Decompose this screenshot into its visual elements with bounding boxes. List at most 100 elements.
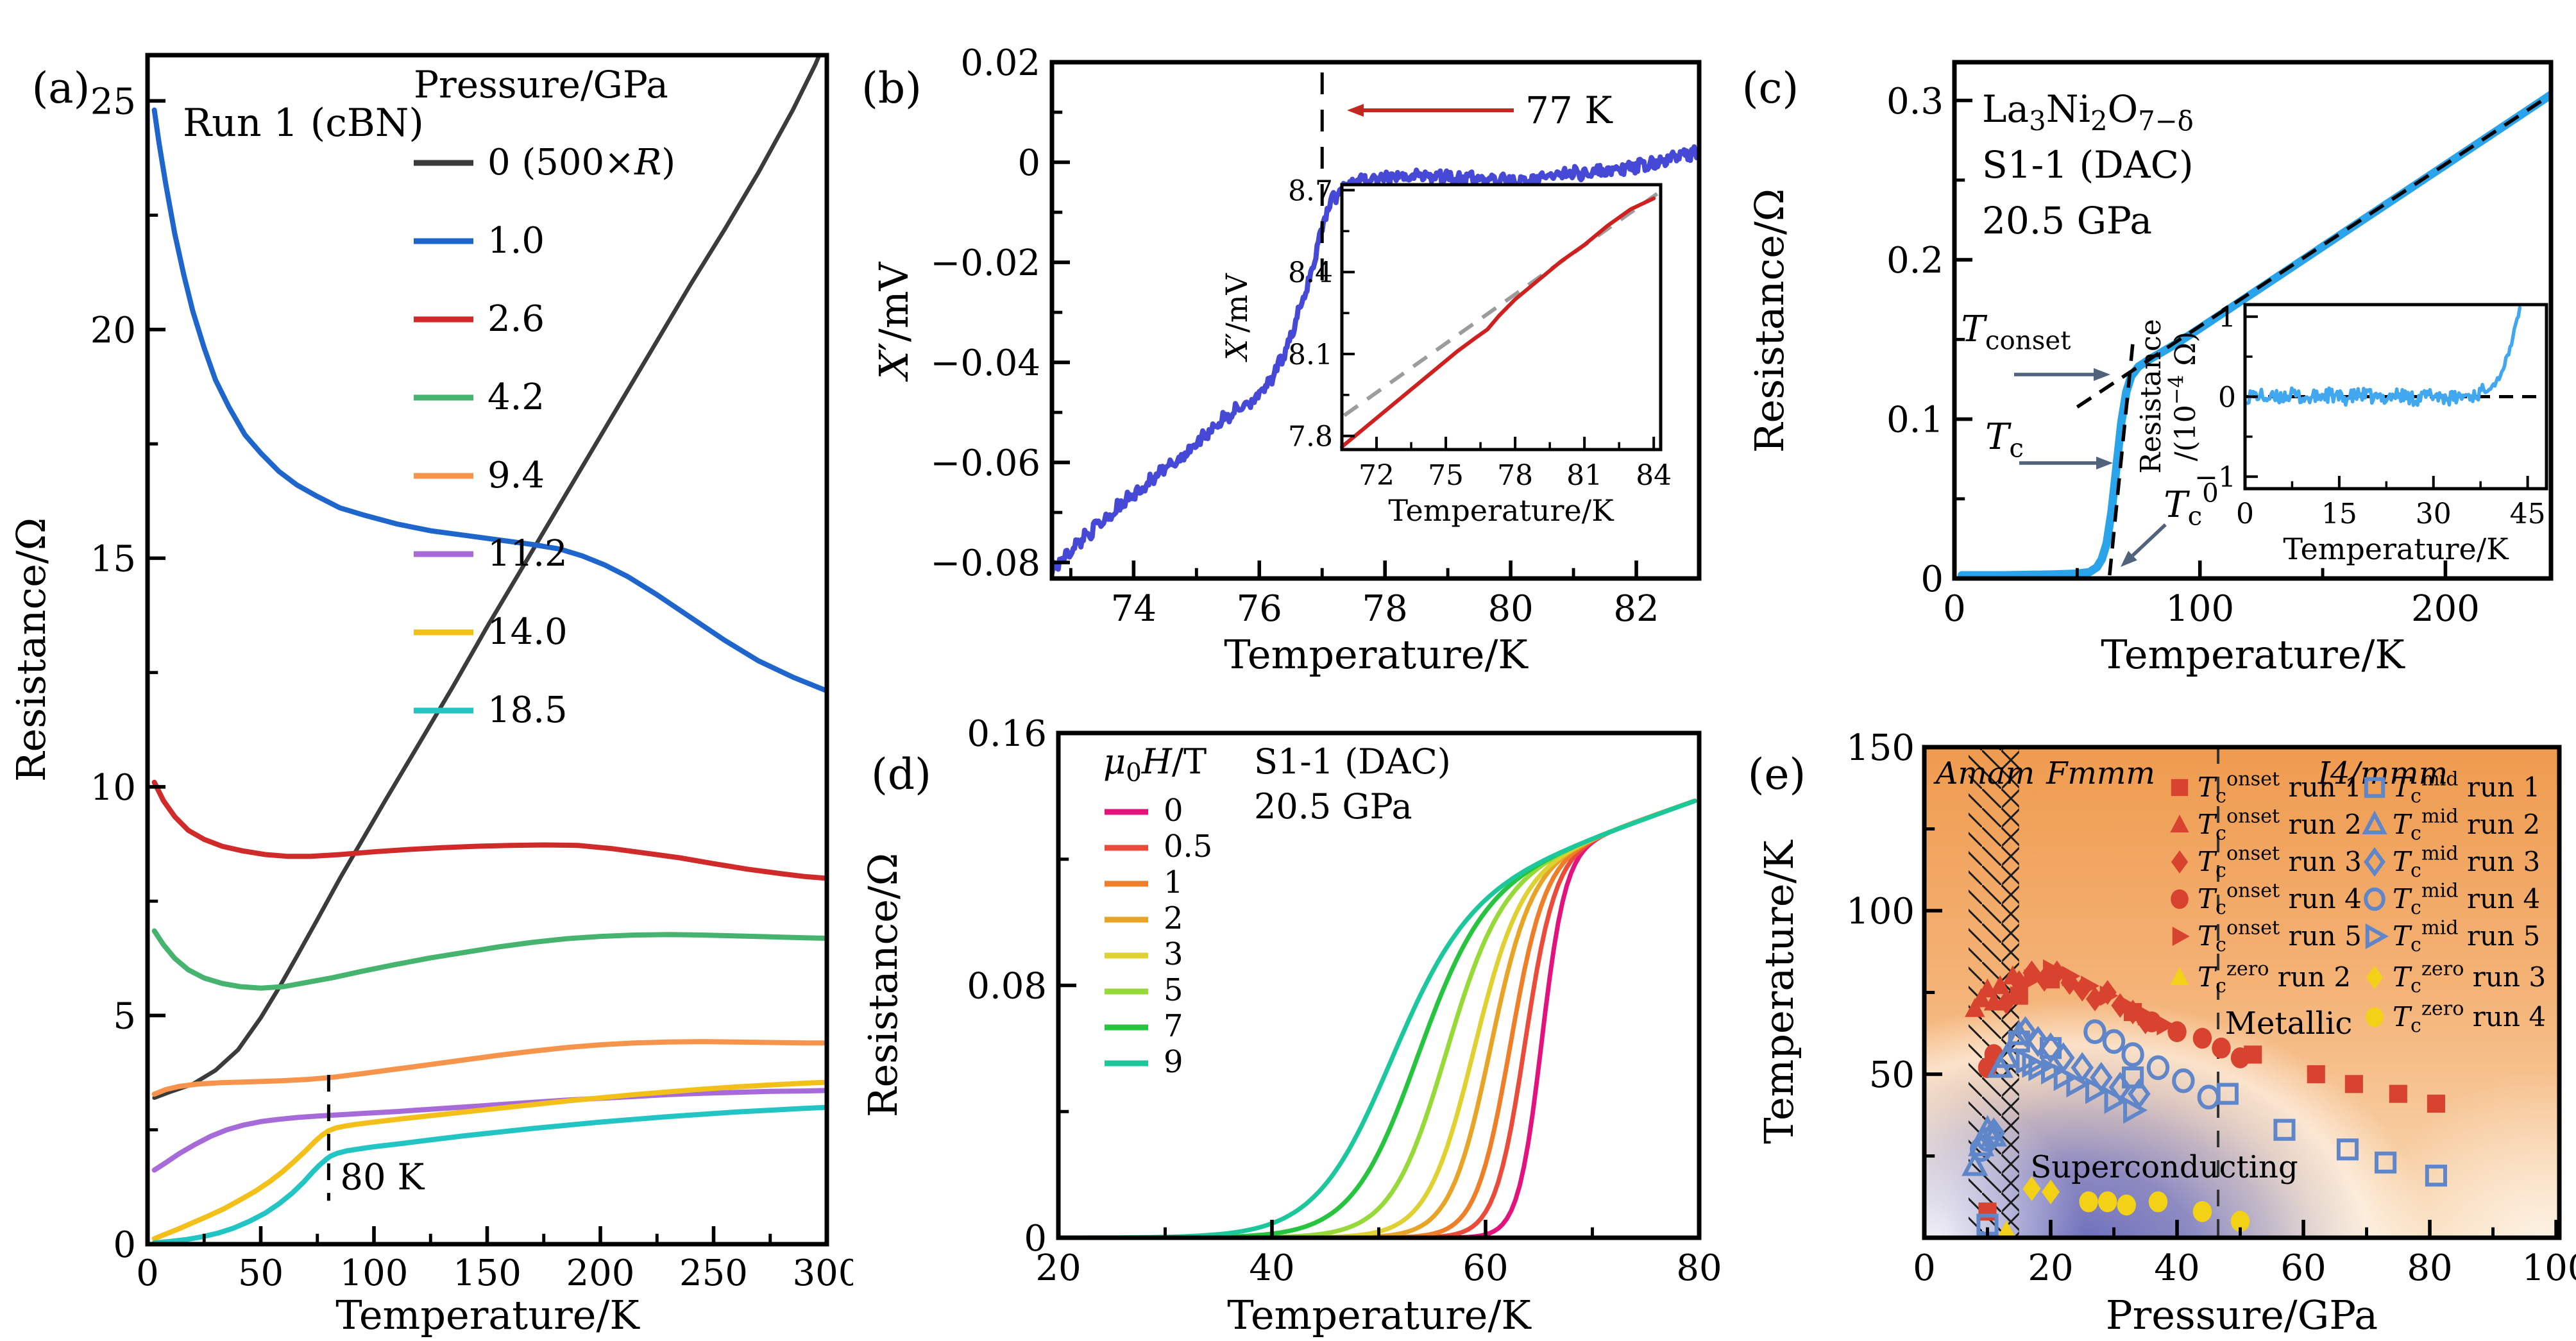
y-axis-label: Resistance/Ω xyxy=(8,518,55,782)
tc-mid-run5-point xyxy=(2104,1086,2129,1114)
tc-mid-run3-point xyxy=(2039,1032,2062,1064)
legend-title: μ0H/T xyxy=(1103,741,1207,788)
annotation-80k-label: 80 K xyxy=(340,1156,425,1198)
field-curve-2 xyxy=(1058,798,1697,1238)
legend-marker xyxy=(2362,810,2387,834)
tc-onset-run5-point xyxy=(2024,969,2043,990)
y-tick-label: 0.1 xyxy=(1886,400,1944,441)
y-tick-label: 0.16 xyxy=(967,713,1047,755)
curve-2.6 xyxy=(151,779,827,881)
y-tick-label: 8.1 xyxy=(1288,339,1333,371)
legend-marker xyxy=(2170,814,2189,832)
panel-tag-b: (b) xyxy=(861,63,922,113)
bg-light-right xyxy=(1924,747,2559,1238)
y-tick-label: −1 xyxy=(2194,461,2236,494)
curve-14.0 xyxy=(151,1079,827,1242)
legend-label: Tconset run 4 xyxy=(2198,879,2362,919)
tc-onset-run5-point xyxy=(2043,959,2062,980)
x-axis-label: Temperature/K xyxy=(335,1292,640,1338)
inset-c: 0 15 30 45−101Temperature/KResistance/(10−4… xyxy=(2135,301,2548,566)
tc-annotation: Tconset xyxy=(1962,308,2071,355)
curve-1.0 xyxy=(151,107,827,694)
x-tick-label: 84 xyxy=(1636,459,1672,492)
tc-mid-run5-point xyxy=(2085,1077,2110,1104)
y-axis-label: X′/mV xyxy=(870,261,917,382)
inset-dashed-fit xyxy=(1343,191,1660,417)
inset-noise-curve xyxy=(2246,306,2522,407)
tc-mid-run2-point xyxy=(2006,1020,2033,1045)
curve-4.2 xyxy=(151,928,827,991)
panel-b-ac-susceptibility: (b) 77 K 74 76 78 80 82 0.02 0 −0.02 −0.04 −0.06 −0.… xyxy=(861,42,1702,678)
arrow-head xyxy=(2096,457,2113,469)
y-tick-label: 0 xyxy=(1024,1218,1047,1260)
panel-tag-c: (c) xyxy=(1742,63,1799,113)
y-tick-label: −0.08 xyxy=(930,543,1040,584)
x-tick-label: 100 xyxy=(340,1252,409,1294)
y-tick-label: 8.4 xyxy=(1288,257,1333,289)
tc-onset-run1-point xyxy=(1978,1202,1997,1221)
x-tick-label: 200 xyxy=(2411,588,2480,630)
y-axis-label: Resistance/Ω xyxy=(1746,189,1793,453)
panel-c-resistance-transition: (c) La3Ni2O7−δ S1-1 (DAC) 20.5 GPa Tconset Tc… xyxy=(1742,60,2554,678)
legend-label: Tcmid run 2 xyxy=(2393,805,2540,845)
y-tick-label: 0.3 xyxy=(1886,81,1944,122)
y-tick-label: 15 xyxy=(90,539,136,580)
inset-curve xyxy=(1340,196,1656,449)
panel-e-phase-diagram: (e) Amam Fmmm I4/mmmSuperconductingMetallic… xyxy=(1748,727,2576,1338)
tc-onset-run5-point xyxy=(2119,995,2138,1016)
y-tick-label: 1 xyxy=(2218,301,2236,334)
field-curve-9 xyxy=(1058,798,1697,1238)
x-tick-label: 81 xyxy=(1566,459,1602,492)
panel-tag-d: (d) xyxy=(871,750,931,799)
curve-18.5 xyxy=(151,1104,827,1244)
legend-label: 1 xyxy=(1164,864,1183,900)
tc-zero-run4-point xyxy=(2192,1201,2212,1222)
tc-onset-run1-point xyxy=(2389,1084,2407,1103)
tc-onset-run2-point xyxy=(1983,991,2004,1011)
label-77k: 77 K xyxy=(1525,89,1613,132)
x-tick-label: 250 xyxy=(679,1252,748,1294)
inset-y-label-1: Resistance xyxy=(2135,319,2167,473)
arrow-head xyxy=(2121,550,2137,567)
inset-x-label: Temperature/K xyxy=(1388,493,1614,528)
inset-x-label: Temperature/K xyxy=(2283,532,2509,566)
x-tick-label: 30 xyxy=(2416,498,2452,530)
x-tick-label: 45 xyxy=(2510,498,2546,530)
legend-label: 0 xyxy=(1164,793,1183,829)
tc-onset-run3-point xyxy=(2123,999,2142,1025)
axes-box xyxy=(1049,60,1702,581)
y-tick-label: 50 xyxy=(1869,1054,1915,1096)
panel-tag-e: (e) xyxy=(1748,750,1806,799)
legend-label: Tconset run 5 xyxy=(2198,916,2362,956)
legend-label: 14.0 xyxy=(487,611,568,653)
y-tick-label: 150 xyxy=(1846,727,1915,769)
tc-onset-run5-point xyxy=(2137,1005,2157,1026)
arrow-head xyxy=(2094,368,2110,381)
x-tick-label: 40 xyxy=(1249,1247,1294,1289)
transition-tangent-dashed xyxy=(2108,339,2135,576)
phase-region-label: Amam xyxy=(1933,755,2035,791)
curve-0 (500× xyxy=(152,55,822,1101)
curves xyxy=(151,55,827,1244)
x-tick-label: 80 xyxy=(1676,1247,1722,1289)
field-curve-3 xyxy=(1058,798,1697,1238)
tc-mid-run2-point xyxy=(1962,1151,1988,1176)
legend-label: Tczero run 2 xyxy=(2198,957,2351,997)
legend-label: 0 (500×R) xyxy=(487,142,675,183)
tc-mid-run1-point xyxy=(2375,1151,2397,1174)
sample-info: S1-1 (DAC) xyxy=(1982,143,2194,187)
field-curve-0 xyxy=(1058,798,1697,1238)
tc-mid-run5-point xyxy=(2066,1070,2091,1098)
tc-zero-run4-point xyxy=(2079,1191,2098,1213)
y-axis-label: Temperature/K xyxy=(1756,839,1802,1144)
y-tick-label: 10 xyxy=(90,767,136,809)
y-tick-label: 5 xyxy=(113,996,136,1038)
x-tick-label: 80 xyxy=(1487,588,1533,630)
panel-tag-a: (a) xyxy=(32,63,90,113)
x-tick-label: 75 xyxy=(1428,459,1464,492)
legend-marker xyxy=(2171,889,2189,909)
field-curve-7 xyxy=(1058,798,1697,1238)
tc-zero-run3-point xyxy=(2041,1179,2060,1204)
pressure-label: 20.5 GPa xyxy=(1254,786,1412,827)
